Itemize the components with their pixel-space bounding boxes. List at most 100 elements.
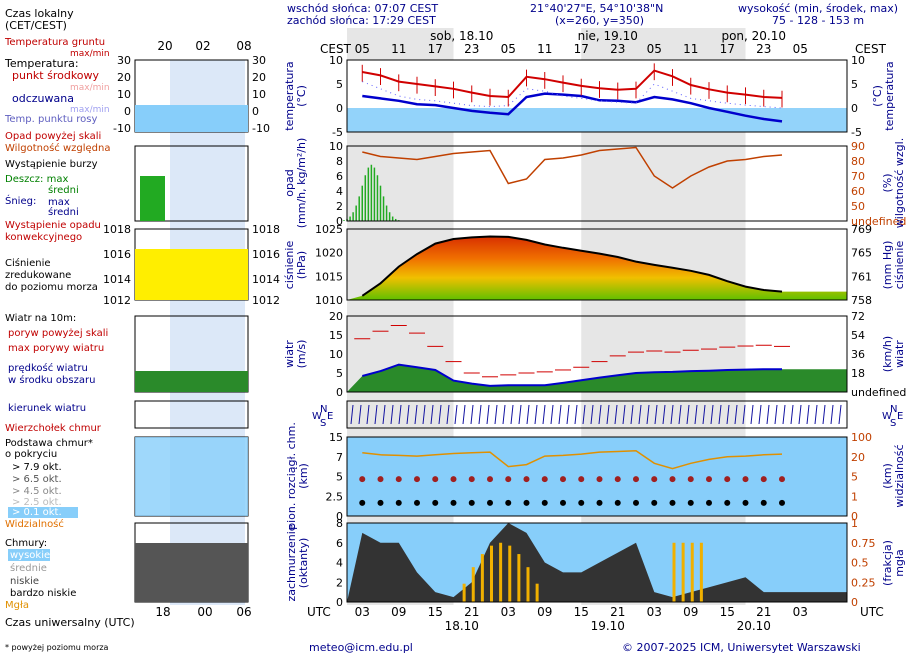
wind-direction-arrow <box>430 404 434 425</box>
wind-direction-arrow <box>766 404 770 425</box>
axis-title: (m/s) <box>295 340 308 369</box>
humidity-line <box>362 146 783 189</box>
cloud-top-dot <box>560 476 566 483</box>
day-label: pon, 20.10 <box>721 29 786 43</box>
perceived-maxmin-label: max/min <box>70 105 110 115</box>
email-link[interactable]: meteo@icm.edu.pl <box>309 641 413 654</box>
wind-direction-arrow <box>502 404 506 425</box>
fog-bar <box>508 545 512 602</box>
dew-point-line <box>362 92 783 123</box>
legend-temp-rtick: 10 <box>252 88 266 101</box>
wind-direction-arrow <box>790 404 794 425</box>
utc-label-right: UTC <box>860 605 884 619</box>
cloud-base-dot <box>450 499 457 506</box>
cloud-right-tick: 0 <box>851 510 858 523</box>
footnote: * powyżej poziomu morza <box>5 643 109 652</box>
legend-press-rtick: 1016 <box>252 248 280 261</box>
cloud-right-tick: 1 <box>851 490 858 503</box>
fog-bar <box>471 567 475 602</box>
wind-direction-arrow <box>582 404 586 425</box>
pressure-right-tick: 761 <box>851 270 872 283</box>
legend-pressure-fill <box>135 249 248 300</box>
utc-tick: 15 <box>428 605 443 619</box>
visibility-label: Widzialność <box>5 519 64 530</box>
cloud-top-dot <box>468 476 475 483</box>
cloud-base-dot <box>651 499 658 506</box>
cloud-left-tick: 7 <box>336 451 343 464</box>
wind-direction-arrow <box>366 404 370 425</box>
fog-bar <box>526 567 530 602</box>
gust-max-label: max porywy wiatru <box>8 343 105 354</box>
legend-temp-tick: -10 <box>113 122 131 135</box>
fog-bar <box>690 542 694 602</box>
wind-direction-arrow <box>590 404 594 425</box>
fog-bar <box>462 583 466 602</box>
okt25-label: > 2.5 okt. <box>12 497 62 508</box>
high-cloud-swatch <box>8 549 50 561</box>
precip-right-tick: 50 <box>851 200 865 213</box>
sunrise-text: wschód słońca: 07:07 CEST <box>287 2 439 15</box>
cloud-top-dot <box>614 476 621 483</box>
wind-direction-arrow <box>814 404 818 425</box>
cloud-base-dot <box>760 499 767 506</box>
axis-title: (%) <box>881 173 894 192</box>
cloud-left-tick: 15 <box>329 431 343 444</box>
pressure-right-tick: 758 <box>851 294 872 307</box>
cloud-base-label: Podstawa chmur* <box>5 438 93 449</box>
cloud-base-dot <box>687 499 694 506</box>
legend-temp-fill <box>135 105 248 132</box>
cloud-top-dot <box>450 476 457 483</box>
conv-label-2: konwekcyjnego <box>5 232 83 243</box>
cloud-top-dot <box>706 476 712 483</box>
legend-utc-tick: 06 <box>236 605 251 619</box>
axis-title: ciśnienie <box>893 241 906 290</box>
wind-direction-arrow <box>462 404 466 425</box>
legend-precip-fill <box>140 176 165 221</box>
fog-bar <box>699 542 703 602</box>
cloud-top-dot <box>596 476 603 483</box>
day-label: sob, 18.10 <box>430 29 493 43</box>
cloud-base-dot <box>614 499 621 506</box>
cloud-base-dot <box>395 499 402 506</box>
wind-right-tick: 36 <box>851 348 865 361</box>
coords-text: 21°40'27"E, 54°10'38"N <box>530 2 664 15</box>
fog-bar <box>499 542 503 602</box>
wind-direction-arrow <box>742 404 746 425</box>
legend-temp-tick: 0 <box>124 105 131 118</box>
utc-tick: 03 <box>793 605 808 619</box>
wind-right-tick: 18 <box>851 367 865 380</box>
wind-direction-arrow <box>686 404 690 425</box>
cloud-base-dot <box>669 499 676 506</box>
cloud-base-dot <box>505 499 512 506</box>
wind-direction-arrow <box>598 404 602 425</box>
cloud-top-dot <box>505 476 512 483</box>
utc-day-label: 19.10 <box>591 619 625 633</box>
compass-s: S <box>320 418 326 429</box>
precip-above-label: Opad powyżej skali <box>5 131 102 142</box>
temperature-line <box>362 69 783 99</box>
utc-tick: 15 <box>720 605 735 619</box>
legend-wind-fill <box>135 371 248 392</box>
cest-tick: 05 <box>793 42 808 56</box>
axis-title: (km) <box>297 463 310 489</box>
utc-tick: 09 <box>391 605 406 619</box>
legend-local-tick: 08 <box>236 39 251 53</box>
cest-tick: 23 <box>464 42 479 56</box>
fog-bar <box>517 554 521 602</box>
temp-left-tick: -5 <box>332 126 343 139</box>
axis-title: wilgotność wzgl. <box>893 138 906 228</box>
cloud-base-dot <box>633 499 639 506</box>
wind-direction-arrow <box>558 404 562 425</box>
snow-mid-label: średni <box>48 207 79 218</box>
wind-direction-arrow <box>702 404 706 425</box>
coverage-panel-frame <box>346 522 848 603</box>
utc-tick: 21 <box>756 605 771 619</box>
legend-temp-rtick: 20 <box>252 71 266 84</box>
wind-right-tick: 72 <box>851 310 865 323</box>
pressure-left-tick: 1015 <box>315 270 343 283</box>
conv-label: Wystąpienie opadu <box>5 220 101 231</box>
axis-title: widzialność <box>893 444 906 507</box>
axis-title: temperatura <box>883 61 896 130</box>
wind-direction-arrow <box>534 404 538 425</box>
gust-above-label: poryw powyżej skali <box>8 328 109 339</box>
